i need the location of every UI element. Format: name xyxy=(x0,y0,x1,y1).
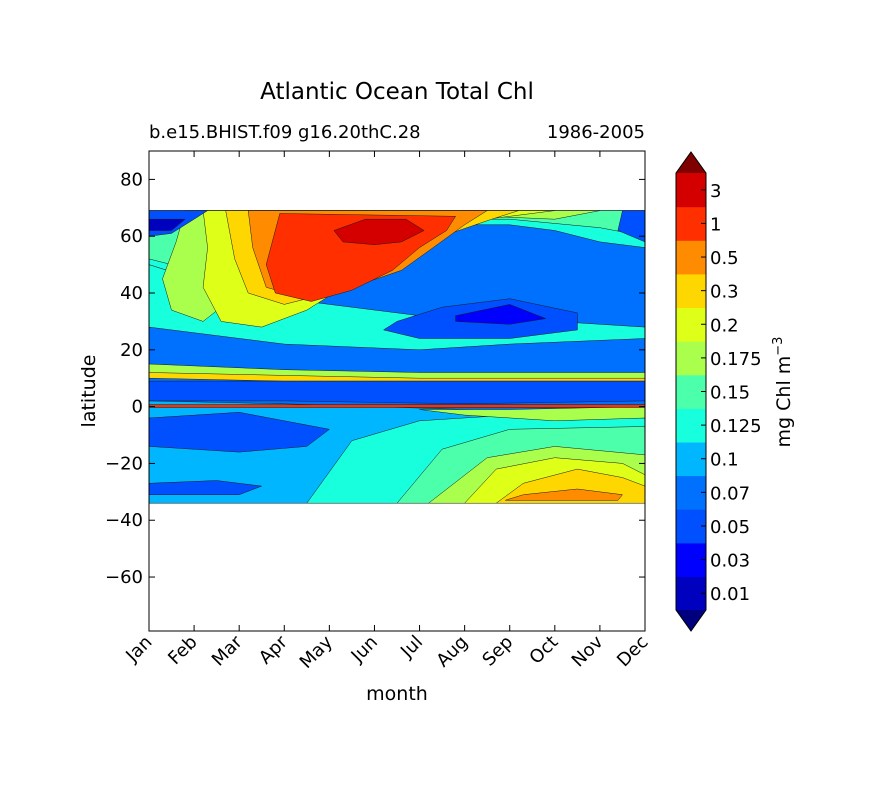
colorbar-label: mg Chl m−3 xyxy=(771,337,795,448)
contour-region-19 xyxy=(333,218,425,245)
x-tick-label: Jul xyxy=(396,632,427,663)
colorbar-tick-label: 0.175 xyxy=(710,349,762,370)
colorbar-tick-label: 0.2 xyxy=(710,315,739,336)
chart-title: Atlantic Ocean Total Chl xyxy=(260,79,534,105)
y-tick-label: 0 xyxy=(132,397,143,418)
contour-region-7 xyxy=(504,488,623,501)
chart-subtitle-left: b.e15.BHIST.f09 g16.20thC.28 xyxy=(149,122,421,143)
x-tick-label: Sep xyxy=(478,632,517,671)
contour-region-28 xyxy=(149,404,645,408)
y-tick-label: −20 xyxy=(105,453,143,474)
chl-contour-field xyxy=(149,210,645,504)
colorbar-tick-label: 0.01 xyxy=(710,584,750,605)
colorbar-tick-label: 0.3 xyxy=(710,282,739,303)
x-axis-label: month xyxy=(366,683,428,705)
contour-region-27 xyxy=(149,380,645,405)
colorbar-tick-label: 0.1 xyxy=(710,450,739,471)
x-tick-label: Feb xyxy=(164,632,201,669)
x-tick-label: Jan xyxy=(121,632,156,667)
colorbar-tick-label: 0.05 xyxy=(710,517,750,538)
colorbar-tick-label: 0.15 xyxy=(710,383,750,404)
x-tick-label: Apr xyxy=(255,631,292,668)
colorbar: 0.01 0.03 0.05 0.07 0.1 0.125 0.15 0.175 0.2 0.3 0… xyxy=(675,151,762,632)
y-axis: 80 60 40 20 0 −20 −40 −60 xyxy=(105,169,645,588)
colorbar-tick-label: 0.03 xyxy=(710,551,750,572)
x-tick-label: Dec xyxy=(613,632,652,671)
y-tick-label: −60 xyxy=(105,567,143,588)
y-tick-label: 20 xyxy=(120,340,143,361)
y-tick-label: 60 xyxy=(120,226,143,247)
colorbar-label-text: mg Chl m xyxy=(773,356,795,448)
x-tick-label: Jun xyxy=(347,632,382,667)
colorbar-extend-min xyxy=(676,610,706,631)
contour-region-9 xyxy=(149,480,262,495)
colorbar-tick-label: 1 xyxy=(710,214,721,235)
plot-frame xyxy=(148,150,646,632)
colorbar-outline xyxy=(675,151,707,632)
chart-subtitle-right: 1986-2005 xyxy=(547,122,645,143)
colorbar-extend-max xyxy=(676,152,706,173)
colorbar-tick-label: 3 xyxy=(710,181,721,202)
colorbar-tick-label: 0.07 xyxy=(710,483,750,504)
x-tick-label: Aug xyxy=(432,632,472,672)
contour-region-26 xyxy=(149,372,645,382)
contour-region-8 xyxy=(149,412,330,453)
contour-region-10 xyxy=(419,406,645,422)
y-axis-label: latitude xyxy=(78,355,100,428)
contour-region-22 xyxy=(617,210,645,243)
contour-region-24 xyxy=(455,304,547,325)
contour-region-21 xyxy=(149,218,186,231)
y-tick-label: −40 xyxy=(105,510,143,531)
y-tick-label: 40 xyxy=(120,283,143,304)
y-tick-label: 80 xyxy=(120,169,143,190)
x-tick-label: Oct xyxy=(525,632,562,669)
colorbar-label-exponent: −3 xyxy=(771,337,786,356)
svg-text:mg Chl m−3: mg Chl m−3 xyxy=(771,337,795,448)
x-tick-label: Nov xyxy=(568,631,608,671)
x-tick-label: Mar xyxy=(208,631,247,670)
x-tick-label: May xyxy=(296,631,337,672)
colorbar-tick-label: 0.125 xyxy=(710,416,762,437)
colorbar-tick-label: 0.5 xyxy=(710,248,739,269)
